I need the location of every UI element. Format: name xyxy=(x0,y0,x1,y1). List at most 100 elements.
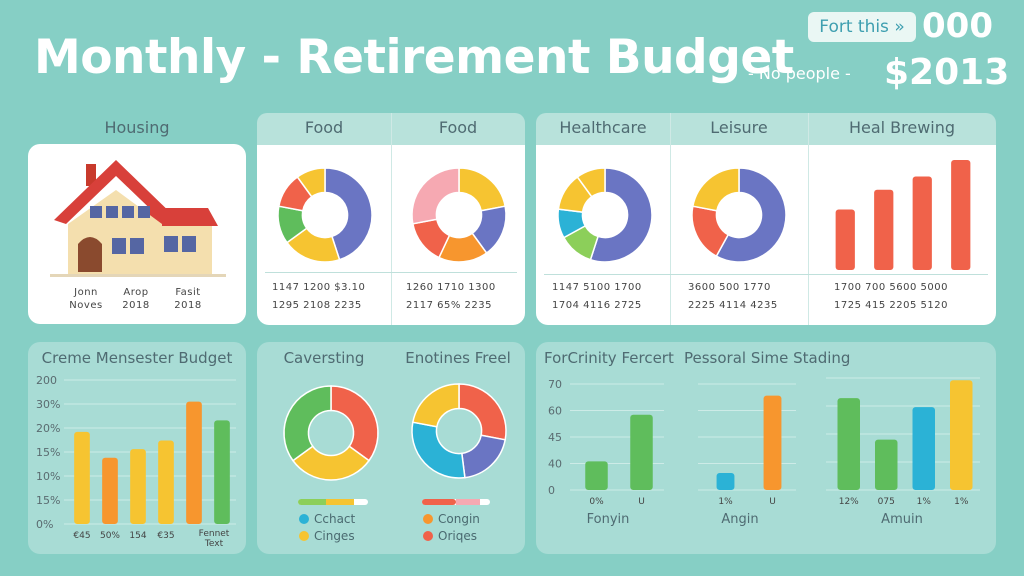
budget-bar-chart: 200 30% 20% 15% 10% 15% 0% €45 50% 154 €35 FennetTe… xyxy=(36,374,236,549)
top-number: 000 xyxy=(922,6,993,46)
food2-row1: 1260 1710 1300 xyxy=(406,282,496,293)
chart10-bar-1 xyxy=(875,439,898,490)
food1-row1: 1147 1200 $3.10 xyxy=(272,282,366,293)
chart5-bar-0 xyxy=(74,431,90,524)
chart8-xtick-1: U xyxy=(638,497,645,507)
chart5-ytick-1: 30% xyxy=(36,398,60,411)
top-badge-button[interactable]: Fort this » xyxy=(808,12,916,42)
budget-last-label-0: Fennet xyxy=(199,529,230,539)
chart8-ytick-4: 0 xyxy=(548,484,555,497)
chart10-bar-2 xyxy=(912,407,935,490)
chart4-bar-1 xyxy=(874,189,894,270)
enotines-legend: Congin Oriqes xyxy=(422,499,490,543)
health-header-strip xyxy=(536,113,996,145)
enotines-legend-2: Oriqes xyxy=(438,529,477,543)
caversting-title: Caversting xyxy=(283,349,365,367)
chart2-slice-4 xyxy=(576,167,606,198)
healthcare-title: Healthcare xyxy=(559,118,647,137)
chart3-slice-0 xyxy=(715,167,787,263)
forcrinity-title: ForCrinity Fercert xyxy=(544,349,674,367)
pessoral-bar-chart-a: 1% U xyxy=(698,383,796,507)
chart2-slice-0 xyxy=(589,167,653,263)
chart3-slice-2 xyxy=(691,167,740,212)
housing-col1: Jonn Noves xyxy=(69,287,103,311)
chart4-bar-3 xyxy=(951,160,971,270)
caversting-legend: Cchact Cinges xyxy=(298,499,368,543)
chart5-ytick-5: 15% xyxy=(36,494,60,507)
forcrinity-xlabel: Fonyin xyxy=(586,512,630,527)
chart10-bar-0 xyxy=(837,398,860,490)
chart9-bar-1 xyxy=(763,395,782,490)
page-title: Monthly - Retirement Budget xyxy=(34,30,794,85)
chart10-xtick-1: 075 xyxy=(878,497,895,507)
leisure-row2: 2225 4114 4235 xyxy=(688,300,778,311)
enotines-legend-dot-2 xyxy=(423,531,433,541)
chart5-ytick-4: 10% xyxy=(36,470,60,483)
food1-donut xyxy=(277,167,373,263)
forcrinity-bar-chart: 70 60 45 40 0 0% U xyxy=(548,378,664,507)
pessoral-xlabel-b: Amuin xyxy=(881,512,923,527)
chart4-bar-0 xyxy=(835,209,855,270)
heal-brewing-bars xyxy=(835,160,971,270)
pessoral-bar-chart-b: 12% 075 1% 1% xyxy=(826,377,980,507)
chart10-xtick-2: 1% xyxy=(917,497,932,507)
enotines-legend-dot-1 xyxy=(423,514,433,524)
chart5-ytick-3: 15% xyxy=(36,446,60,459)
leisure-row1: 3600 500 1770 xyxy=(688,282,771,293)
heal-brewing-row1: 1700 700 5600 5000 xyxy=(834,282,948,293)
chart4-bar-2 xyxy=(912,176,932,270)
food1-row2: 1295 2108 2235 xyxy=(272,300,362,311)
budget-title: Creme Mensester Budget xyxy=(41,349,233,367)
chart5-ytick-2: 20% xyxy=(36,422,60,435)
chart5-bar-3 xyxy=(158,440,174,524)
chart7-slice-3 xyxy=(411,383,460,428)
people-label: - No people - xyxy=(748,64,851,83)
chart7-slice-0 xyxy=(458,383,507,441)
amount-value: $2013 xyxy=(884,52,1010,93)
chart6-slice-0 xyxy=(330,385,379,462)
budget-last-label-1: Text xyxy=(204,539,224,549)
chart5-xtick-3: €35 xyxy=(157,531,174,541)
chart1-slice-0 xyxy=(458,167,507,212)
chart5-ytick-6: 0% xyxy=(36,518,53,531)
food2-donut xyxy=(411,167,507,263)
chart8-ytick-2: 45 xyxy=(548,431,562,444)
chart7-slice-2 xyxy=(411,421,466,479)
pessoral-title: Pessoral Sime Stading xyxy=(684,349,851,367)
caversting-donut xyxy=(283,385,379,481)
chart6-slice-1 xyxy=(291,445,371,481)
chart8-bar-1 xyxy=(630,414,653,490)
leisure-title: Leisure xyxy=(710,118,768,137)
chart5-bar-1 xyxy=(102,457,118,524)
caversting-legend-1: Cchact xyxy=(314,512,356,526)
enotines-legend-1: Congin xyxy=(438,512,480,526)
chart5-xtick-0: €45 xyxy=(73,531,90,541)
chart8-xtick-0: 0% xyxy=(589,497,604,507)
chart8-ytick-0: 70 xyxy=(548,378,562,391)
leisure-donut xyxy=(691,167,787,263)
chart1-slice-4 xyxy=(411,167,460,225)
chart10-bar-3 xyxy=(950,380,973,490)
chart10-xtick-3: 1% xyxy=(954,497,969,507)
chart5-bar-5 xyxy=(214,420,230,524)
food1-title: Food xyxy=(304,118,344,137)
healthcare-row2: 1704 4116 2725 xyxy=(552,300,642,311)
food2-row2: 2117 65% 2235 xyxy=(406,300,492,311)
housing-title: Housing xyxy=(104,118,170,137)
heal-brewing-row2: 1725 415 2205 5120 xyxy=(834,300,948,311)
chart8-bar-0 xyxy=(585,461,608,490)
chart7-slice-1 xyxy=(460,434,507,479)
housing-col3: Fasit 2018 xyxy=(174,287,202,311)
caversting-legend-dot-1 xyxy=(299,514,309,524)
healthcare-row1: 1147 5100 1700 xyxy=(552,282,642,293)
chart5-xtick-1: 50% xyxy=(100,531,120,541)
chart0-slice-0 xyxy=(324,167,373,261)
house-icon xyxy=(50,160,226,277)
chart10-xtick-0: 12% xyxy=(839,497,859,507)
chart5-bar-4 xyxy=(186,401,202,524)
chart5-bar-2 xyxy=(130,449,146,524)
chart8-ytick-3: 40 xyxy=(548,458,562,471)
pessoral-xlabel-a: Angin xyxy=(721,512,759,527)
housing-card: Jonn Noves Arop 2018 Fasit 2018 xyxy=(28,144,246,324)
chart8-ytick-1: 60 xyxy=(548,405,562,418)
